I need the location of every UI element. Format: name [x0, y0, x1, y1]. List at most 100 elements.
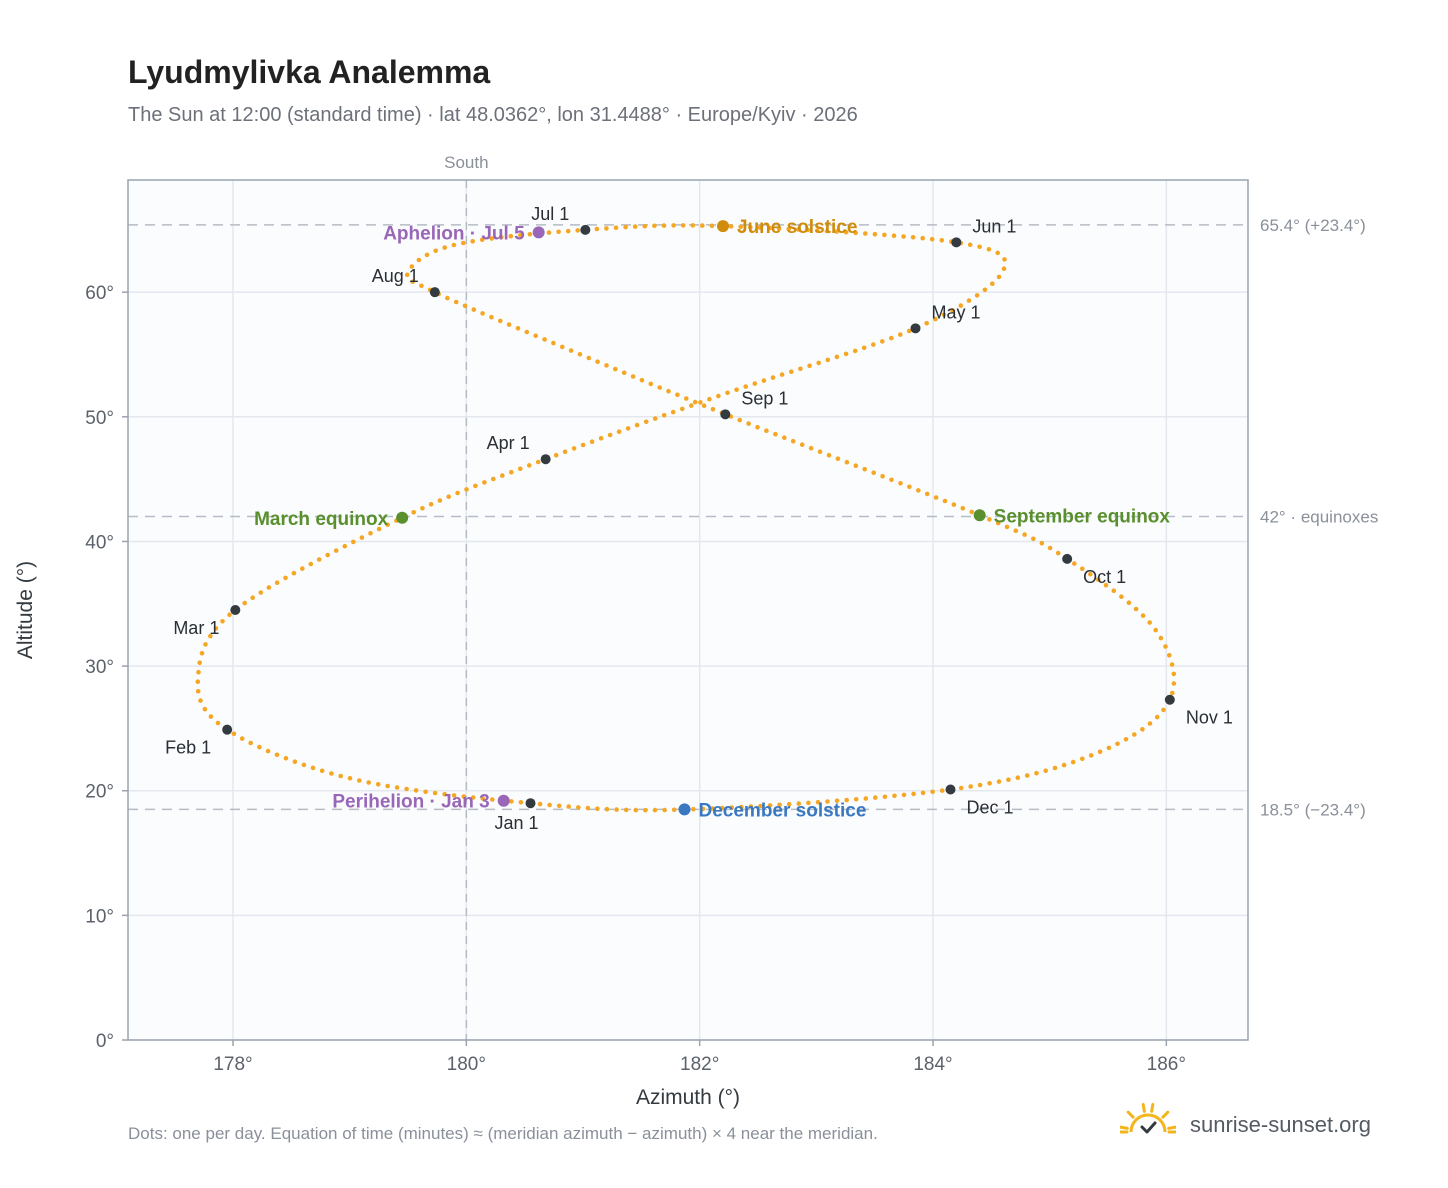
event-label: December solstice: [699, 800, 867, 821]
reference-line-label: 18.5° (−23.4°): [1260, 800, 1366, 819]
daily-sun-dot: [527, 232, 533, 237]
daily-sun-dot: [958, 785, 964, 791]
daily-sun-dot: [196, 669, 201, 675]
daily-sun-dot: [1001, 266, 1007, 272]
daily-sun-dot: [509, 799, 514, 804]
daily-sun-dot: [319, 768, 325, 774]
daily-sun-dot: [1015, 775, 1021, 780]
daily-sun-dot: [799, 442, 805, 448]
daily-sun-dot: [537, 801, 543, 807]
sun-ray: [1141, 1102, 1146, 1113]
daily-sun-dot: [907, 484, 912, 490]
daily-sun-dot: [889, 477, 894, 483]
daily-sun-dot: [1004, 524, 1010, 530]
daily-sun-dot: [642, 223, 648, 229]
daily-sun-dot: [777, 802, 782, 808]
daily-sun-dot: [329, 771, 334, 776]
daily-sun-dot: [1061, 762, 1067, 768]
daily-sun-dot: [598, 436, 604, 441]
daily-sun-dot: [1167, 653, 1172, 658]
x-tick-label: 186°: [1147, 1054, 1186, 1075]
x-tick-label: 180°: [447, 1054, 486, 1075]
daily-sun-dot: [880, 474, 885, 479]
daily-sun-dot: [347, 776, 353, 781]
daily-sun-dot: [974, 293, 980, 298]
daily-sun-dot: [585, 805, 591, 811]
daily-sun-dot: [758, 803, 763, 809]
daily-sun-dot: [789, 369, 794, 375]
daily-sun-dot: [385, 522, 391, 528]
month-marker: [951, 237, 962, 248]
daily-sun-dot: [930, 789, 935, 795]
daily-sun-dot: [560, 344, 565, 350]
daily-sun-dot: [220, 619, 225, 624]
daily-sun-dot: [951, 502, 957, 507]
daily-sun-dot: [375, 782, 381, 787]
daily-sun-dot: [568, 348, 574, 353]
daily-sun-dot: [871, 342, 876, 347]
daily-sun-dot: [1147, 620, 1152, 625]
daily-sun-dot: [202, 706, 208, 712]
daily-sun-dot: [213, 626, 219, 631]
daily-sun-dot: [967, 242, 973, 248]
daily-sun-dot: [761, 378, 767, 383]
daily-sun-dot: [461, 794, 467, 799]
daily-sun-dot: [652, 223, 657, 229]
daily-sun-dot: [594, 226, 600, 232]
daily-sun-dot: [826, 452, 832, 458]
daily-sun-dot: [461, 240, 466, 246]
y-tick-label: 20°: [85, 782, 114, 803]
daily-sun-dot: [639, 377, 645, 383]
reference-line-label: 65.4° (+23.4°): [1260, 216, 1366, 235]
daily-sun-dot: [834, 354, 840, 360]
daily-sun-dot: [939, 238, 945, 243]
y-tick-label: 10°: [85, 906, 114, 927]
daily-sun-dot: [817, 449, 823, 455]
daily-sun-dot: [451, 793, 457, 798]
daily-sun-dot: [790, 438, 796, 444]
daily-sun-dot: [805, 227, 811, 233]
daily-sun-dot: [710, 806, 715, 811]
daily-sun-dot: [506, 322, 512, 327]
daily-sun-dot: [566, 804, 571, 809]
daily-sun-dot: [916, 488, 921, 493]
daily-sun-dot: [767, 803, 773, 808]
daily-sun-dot: [752, 381, 758, 386]
daily-sun-dot: [480, 796, 486, 801]
daily-sun-dot: [437, 498, 443, 503]
daily-sun-dot: [359, 535, 365, 540]
daily-sun-dot: [227, 612, 232, 618]
daily-sun-dot: [757, 225, 763, 230]
y-tick-label: 30°: [85, 657, 114, 678]
event-label: Aphelion · Jul 5: [383, 223, 525, 244]
event-label: Perihelion · Jan 3: [332, 792, 489, 813]
daily-sun-dot: [709, 223, 715, 229]
daily-sun-dot: [366, 780, 372, 785]
daily-sun-dot: [376, 526, 382, 532]
daily-sun-dot: [208, 633, 213, 639]
daily-sun-dot: [764, 428, 769, 434]
daily-sun-dot: [844, 797, 849, 803]
daily-sun-dot: [518, 466, 523, 472]
month-label: Apr 1: [487, 433, 530, 453]
month-marker: [540, 454, 551, 465]
axis-ticks: 178° 180° 182° 184° 186° 0° 10° 20° 30° 40° 50° 60°: [85, 283, 1186, 1075]
daily-sun-dot: [404, 786, 409, 792]
brand[interactable]: sunrise-sunset.org: [1120, 1100, 1400, 1150]
daily-sun-dot: [861, 345, 867, 351]
daily-sun-dot: [291, 570, 297, 576]
reference-line-label: 42° · equinoxes: [1260, 508, 1378, 527]
daily-sun-dot: [509, 469, 514, 475]
daily-sun-dot: [920, 235, 925, 241]
daily-sun-dot: [1072, 561, 1077, 566]
daily-sun-dot: [807, 363, 812, 369]
daily-sun-dot: [779, 372, 785, 377]
daily-sun-dot: [906, 328, 912, 334]
daily-sun-dot: [274, 752, 280, 758]
month-marker: [525, 798, 536, 809]
daily-sun-dot: [661, 413, 667, 418]
daily-sun-dot: [1070, 759, 1076, 765]
daily-sun-dot: [589, 439, 595, 445]
daily-sun-dot: [995, 520, 1001, 526]
